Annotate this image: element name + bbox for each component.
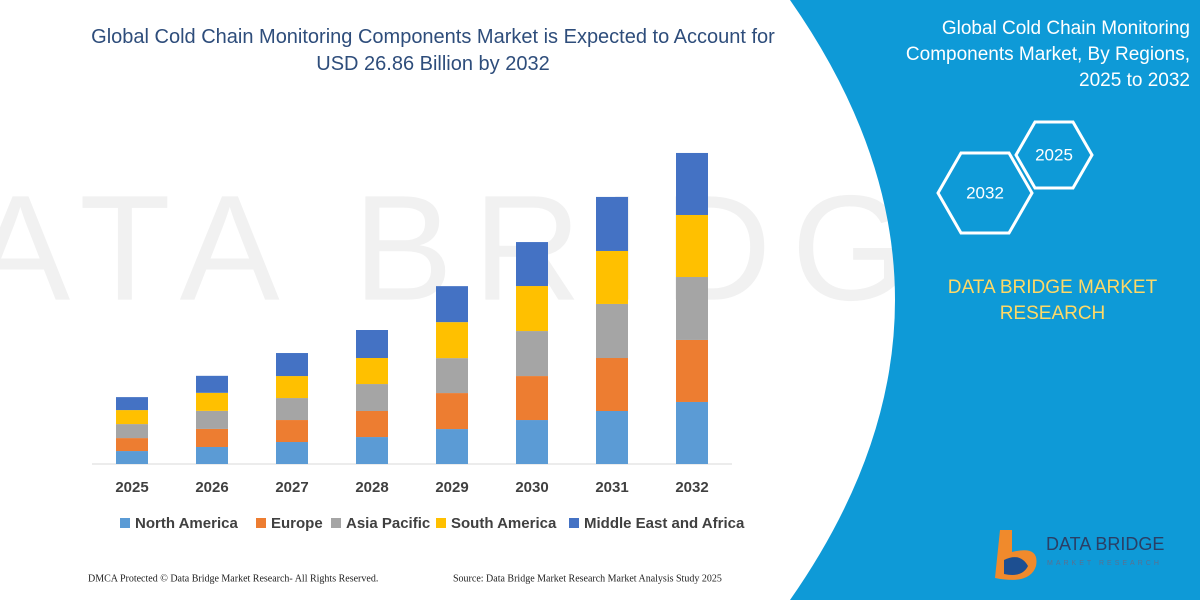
bar-segment: [676, 401, 708, 464]
bar-segment: [596, 358, 628, 412]
watermark: DATA BRIDGE: [0, 164, 1048, 332]
bar-segment: [116, 410, 148, 425]
bar-segment: [516, 420, 548, 464]
bar-segment: [436, 358, 468, 394]
legend-swatch: [331, 518, 341, 528]
bar-segment: [196, 375, 228, 393]
bar-segment: [516, 376, 548, 421]
bar-segment: [116, 397, 148, 411]
bar-segment: [596, 303, 628, 359]
logo-mark: [1004, 557, 1028, 575]
bar-segment: [436, 286, 468, 323]
legend-label: Middle East and Africa: [584, 515, 745, 532]
bar-segment: [356, 358, 388, 385]
bar-segment: [196, 410, 228, 429]
x-tick-label: 2032: [675, 479, 708, 496]
bar-segment: [196, 446, 228, 464]
bar-segment: [196, 428, 228, 447]
bar-segment: [116, 451, 148, 464]
legend-swatch: [120, 518, 130, 528]
x-tick-label: 2030: [515, 479, 548, 496]
bar-segment: [276, 376, 308, 399]
hexagon: [1014, 120, 1094, 190]
bar-segment: [676, 214, 708, 278]
bar-segment: [356, 411, 388, 438]
legend-swatch: [256, 518, 266, 528]
bar-segment: [436, 322, 468, 359]
bar-segment: [596, 411, 628, 464]
logo-tagline: MARKET RESEARCH: [1047, 560, 1162, 567]
bar-segment: [516, 331, 548, 377]
bar-segment: [196, 392, 228, 411]
panel-title: Global Cold Chain Monitoring Components …: [905, 18, 1190, 91]
legend-swatch: [569, 518, 579, 528]
legend-label: South America: [451, 515, 557, 532]
x-tick-label: 2026: [195, 479, 228, 496]
hexagon-label: 2032: [966, 183, 1004, 202]
chart-title: Global Cold Chain Monitoring Components …: [91, 26, 775, 75]
bar-segment: [356, 330, 388, 359]
bar-segment: [276, 420, 308, 443]
x-tick-label: 2031: [595, 479, 628, 496]
hexagon: [936, 151, 1034, 235]
bar-segment: [596, 196, 628, 251]
bar-segment: [436, 393, 468, 430]
bar-segment: [516, 242, 548, 287]
brand: DATA BRIDGE MARKET RESEARCH: [947, 277, 1158, 324]
x-tick-label: 2029: [435, 479, 468, 496]
bar-segment: [676, 152, 708, 215]
x-tick-label: 2025: [115, 479, 148, 496]
x-tick-label: 2027: [275, 479, 308, 496]
legend-swatch: [436, 518, 446, 528]
x-tick-label: 2028: [355, 479, 388, 496]
bar-segment: [276, 398, 308, 421]
bar-segment: [356, 384, 388, 412]
bar-segment: [356, 437, 388, 464]
footer-source: Source: Data Bridge Market Research Mark…: [453, 573, 722, 584]
bar-segment: [436, 429, 468, 464]
bar-segment: [516, 286, 548, 332]
hexagon-label: 2025: [1035, 145, 1073, 164]
bar-segment: [276, 353, 308, 377]
legend-label: Asia Pacific: [346, 515, 430, 532]
logo-name: DATA BRIDGE: [1046, 534, 1164, 554]
bar-segment: [676, 277, 708, 340]
legend-label: Europe: [271, 515, 323, 532]
legend-label: North America: [135, 515, 238, 532]
bar-segment: [596, 250, 628, 304]
bar-segment: [676, 339, 708, 402]
footer-dmca: DMCA Protected © Data Bridge Market Rese…: [88, 573, 378, 584]
bar-segment: [116, 424, 148, 439]
bar-segment: [276, 442, 308, 464]
side-panel: [790, 0, 1200, 600]
bar-segment: [116, 438, 148, 452]
